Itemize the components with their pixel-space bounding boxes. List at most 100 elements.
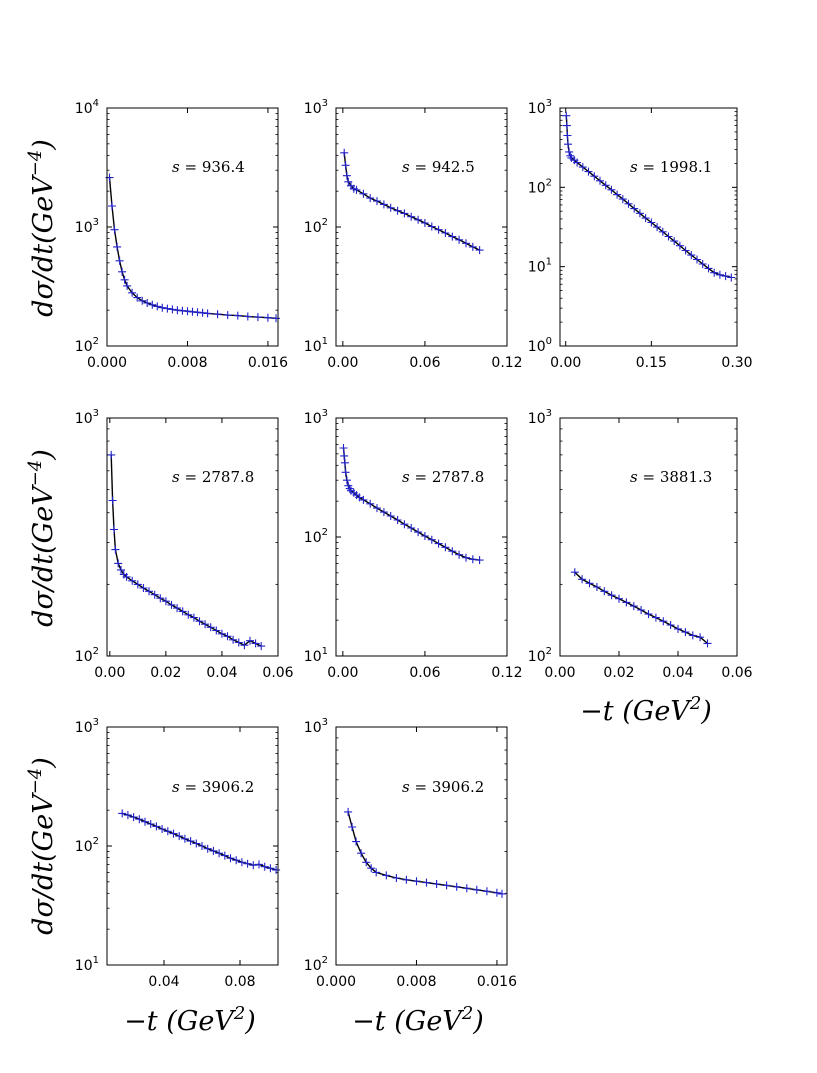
data-point — [344, 807, 353, 816]
data-point — [240, 641, 249, 650]
data-point — [721, 272, 730, 281]
data-point — [637, 606, 646, 614]
data-point — [372, 868, 381, 877]
data-point — [213, 310, 222, 319]
data-point — [108, 496, 117, 505]
plot-frame — [106, 726, 279, 966]
data-point — [257, 642, 266, 651]
data-point — [232, 856, 241, 865]
x-tick-label: 0.06 — [409, 355, 440, 371]
x-tick-label: 0.00 — [544, 665, 575, 681]
data-point — [482, 887, 491, 896]
data-point — [674, 624, 682, 633]
data-point — [687, 251, 696, 260]
data-point — [607, 591, 616, 600]
x-tick-label: 0.000 — [87, 355, 127, 371]
data-point — [420, 532, 429, 540]
panel-2: 101 102 103 0.00 0.06 0.12 s = 942.5 — [304, 98, 523, 371]
data-point — [658, 227, 667, 236]
x-tick-label: 0.12 — [491, 355, 522, 371]
data-point — [272, 865, 281, 874]
data-point — [341, 468, 350, 477]
data-point — [163, 304, 172, 313]
data-point — [386, 203, 395, 212]
data-point — [407, 212, 416, 221]
y-tick-label: 101 — [75, 955, 99, 974]
data-point — [133, 293, 142, 302]
data-point — [562, 121, 571, 130]
x-axis-title: −t (GeV2) — [580, 693, 712, 727]
data-point — [578, 163, 587, 172]
x-tick-label: 0.04 — [206, 665, 237, 681]
data-point — [152, 822, 161, 831]
data-point — [366, 499, 375, 508]
data-point — [150, 590, 159, 599]
x-tick-label: 0.06 — [409, 665, 440, 681]
data-point — [564, 140, 572, 149]
data-point — [596, 176, 604, 185]
data-point — [492, 888, 501, 897]
x-tick-label: 0.008 — [396, 974, 436, 990]
data-point — [355, 493, 364, 502]
data-point — [386, 512, 395, 520]
data-point — [243, 859, 252, 868]
data-point — [357, 849, 366, 858]
data-point — [146, 820, 155, 828]
data-point — [462, 239, 470, 248]
data-point — [630, 204, 639, 213]
data-point — [373, 504, 381, 513]
data-point — [427, 535, 436, 544]
data-point — [601, 181, 610, 190]
x-tick-label: 0.04 — [662, 665, 693, 681]
data-point — [441, 229, 450, 237]
y-tick-label: 102 — [304, 955, 328, 974]
fit-line — [347, 811, 503, 895]
fit-line — [342, 447, 480, 561]
data-point — [562, 111, 571, 120]
x-tick-label: 0.00 — [327, 355, 358, 371]
panel-1: 102 103 104 0.000 0.008 0.016 s = 936.4 — [75, 98, 288, 371]
data-point — [629, 602, 638, 611]
panel-6: 102 103 0.00 0.02 0.04 0.06 s = 3881.3 — [528, 408, 753, 681]
data-point — [563, 131, 572, 140]
x-tick-label: 0.06 — [262, 665, 293, 681]
data-point — [201, 620, 210, 629]
data-point — [243, 312, 252, 321]
data-point — [156, 594, 165, 603]
data-point — [260, 862, 269, 871]
data-point — [195, 617, 204, 626]
annotation-s-value: s = 1998.1 — [630, 158, 712, 176]
data-point — [592, 583, 601, 591]
plot-frame — [559, 107, 738, 347]
plot-frame — [335, 417, 508, 657]
data-point — [345, 484, 354, 493]
data-point — [203, 309, 212, 318]
data-point — [138, 296, 147, 305]
data-point — [635, 209, 644, 218]
data-point — [618, 195, 627, 204]
y-tick-label: 102 — [75, 336, 99, 355]
data-point — [108, 202, 116, 210]
data-point — [352, 837, 361, 846]
data-point — [379, 200, 388, 209]
data-point — [120, 275, 129, 284]
x-tick-label: 0.12 — [491, 665, 522, 681]
data-point — [340, 451, 349, 460]
fit-line — [121, 812, 277, 871]
data-point — [455, 235, 464, 244]
panel-8: 102 103 0.000 0.008 0.016 s = 3906.2 — [304, 717, 517, 990]
data-point — [359, 495, 368, 504]
data-point — [339, 444, 348, 452]
data-point — [340, 458, 349, 467]
y-tick-label: 103 — [304, 98, 328, 117]
data-point — [615, 594, 623, 603]
data-point — [145, 587, 153, 596]
panel-7: 101 102 103 0.04 0.08 s = 3906.2 — [75, 717, 281, 990]
y-axis-title: dσ/dt(GeV−4) — [25, 449, 59, 627]
data-point — [585, 579, 594, 588]
data-point — [192, 839, 201, 848]
plot-frame — [559, 417, 738, 657]
data-point — [158, 825, 167, 833]
x-tick-label: 0.00 — [94, 665, 125, 681]
data-point — [186, 837, 195, 846]
